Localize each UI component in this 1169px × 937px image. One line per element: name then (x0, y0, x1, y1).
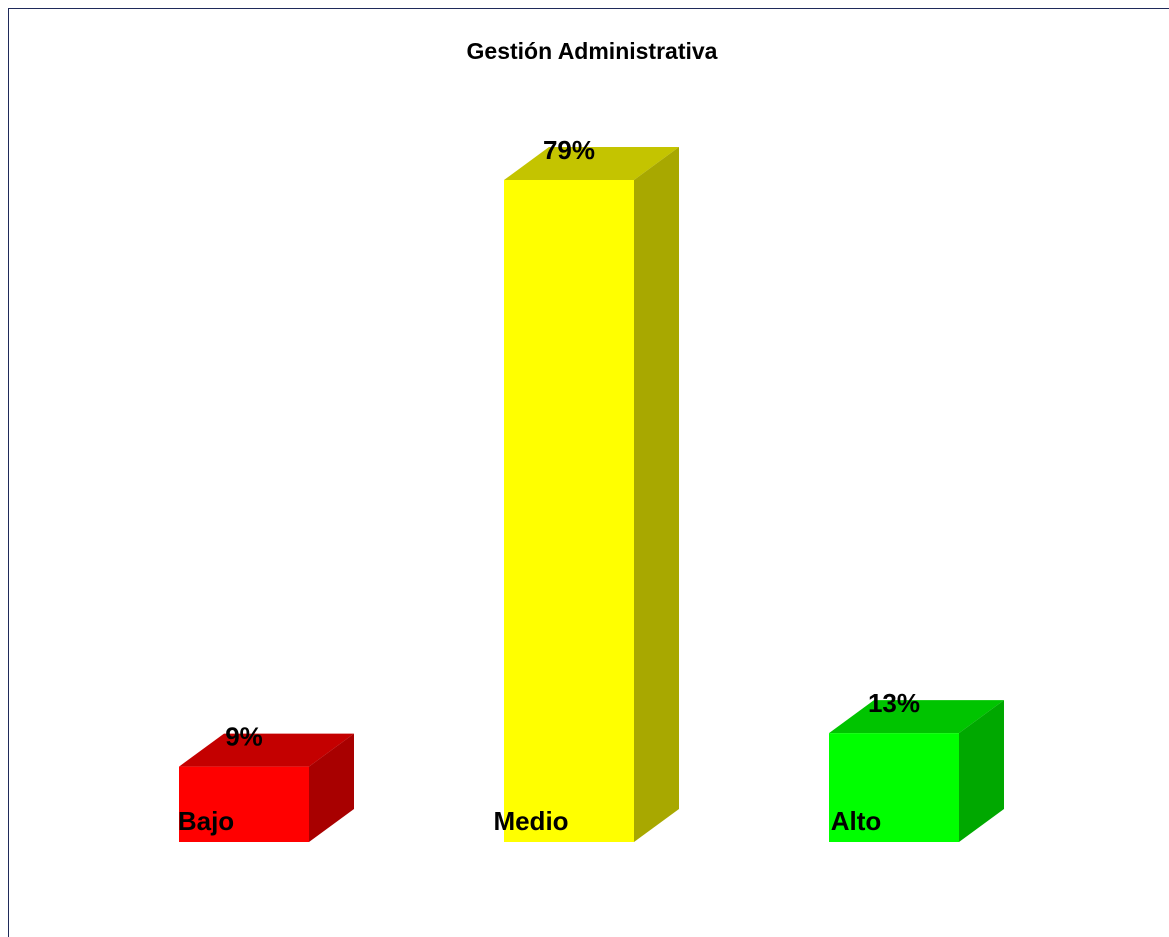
x-tick-label: Medio (493, 806, 568, 836)
x-tick-label: Bajo (178, 806, 234, 836)
data-label: 13% (868, 688, 920, 718)
bar (829, 700, 1004, 842)
data-label: 9% (225, 721, 263, 751)
chart-title: Gestión Administrativa (467, 38, 718, 64)
bar-side (634, 147, 679, 842)
bar-front (504, 180, 634, 842)
bar-front (829, 733, 959, 842)
bar-side (959, 700, 1004, 842)
bar-side (309, 733, 354, 842)
bar-top (179, 733, 354, 767)
bar (179, 733, 354, 842)
bar-top (829, 700, 1004, 734)
bar (504, 147, 679, 842)
bar-front (179, 766, 309, 842)
data-label: 79% (543, 135, 595, 165)
bar-top (504, 147, 679, 180)
x-tick-label: Alto (831, 806, 882, 836)
